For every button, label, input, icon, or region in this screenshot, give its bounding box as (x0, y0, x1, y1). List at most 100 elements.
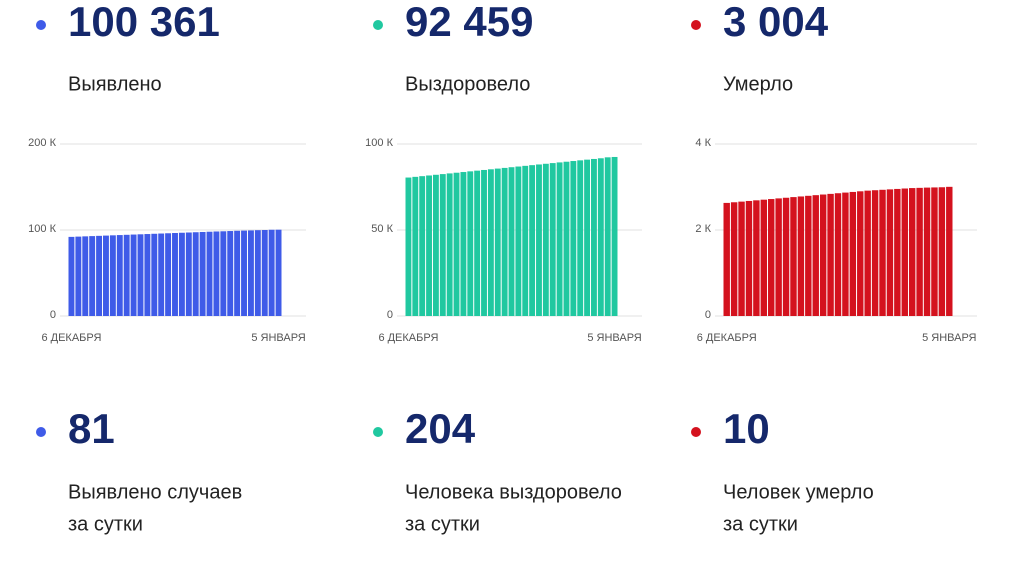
y-tick-label: 200 К (28, 137, 56, 149)
bar (481, 169, 487, 316)
daily-label: Человека выздоровело (405, 481, 622, 503)
x-tick-label: 5 ЯНВАРЯ (587, 332, 641, 344)
x-tick-label: 6 ДЕКАБРЯ (378, 332, 438, 344)
bar (185, 232, 192, 316)
status-dot (691, 427, 701, 437)
bar (130, 234, 137, 316)
bar (453, 172, 460, 316)
bar (158, 233, 165, 316)
status-dot (36, 427, 46, 437)
x-tick-label: 5 ЯНВАРЯ (922, 332, 976, 344)
bar (227, 231, 234, 316)
bar (199, 231, 206, 316)
bar (144, 234, 151, 316)
bar (819, 194, 827, 316)
bar (68, 236, 75, 316)
bar (192, 232, 199, 316)
bar (268, 229, 275, 316)
total-label: Выздоровело (405, 73, 530, 95)
x-tick-label: 5 ЯНВАРЯ (251, 332, 305, 344)
daily-label: Человек умерло (723, 481, 874, 503)
bar (536, 164, 542, 316)
bar (137, 234, 144, 316)
bar (782, 197, 790, 316)
bar (563, 161, 570, 316)
bar (894, 188, 901, 316)
bar (82, 236, 89, 316)
bar (234, 230, 241, 316)
bar (439, 174, 446, 316)
y-tick-label: 100 К (365, 137, 393, 149)
bar (487, 169, 494, 316)
daily-label: за сутки (723, 513, 798, 535)
bar (542, 163, 549, 316)
bar (109, 235, 116, 316)
daily-value: 204 (405, 405, 476, 452)
bar (151, 233, 158, 316)
bar (864, 190, 871, 316)
bar (790, 197, 797, 316)
total-value: 100 361 (68, 0, 220, 45)
y-tick-label: 50 К (371, 223, 393, 235)
bar (123, 234, 130, 316)
bar (103, 235, 109, 316)
daily-value: 10 (723, 405, 770, 452)
bar (827, 193, 834, 316)
bar (768, 199, 775, 316)
bar (501, 167, 508, 316)
bar (849, 191, 857, 316)
bar (745, 200, 753, 316)
bar (775, 198, 782, 316)
bar (570, 161, 577, 316)
bar (604, 157, 611, 316)
bar (405, 177, 412, 316)
bar (834, 193, 842, 316)
bar (474, 170, 481, 316)
bar (494, 168, 501, 316)
bar (247, 230, 254, 316)
bar (432, 174, 439, 316)
bar (901, 188, 908, 316)
status-dot (691, 20, 701, 30)
daily-label: за сутки (68, 513, 143, 535)
x-tick-label: 6 ДЕКАБРЯ (41, 332, 101, 344)
status-dot (36, 20, 46, 30)
bar (753, 200, 760, 316)
total-value: 3 004 (723, 0, 829, 45)
bar (261, 230, 268, 316)
bar (96, 235, 103, 316)
bar (172, 233, 178, 316)
bar (923, 187, 931, 316)
bar (515, 166, 522, 316)
bar (730, 202, 738, 316)
x-tick-label: 6 ДЕКАБРЯ (697, 332, 757, 344)
bar (206, 231, 213, 316)
bar (556, 162, 563, 316)
bar (116, 235, 123, 316)
bar (508, 167, 515, 316)
bar (931, 187, 938, 316)
bar (75, 236, 82, 316)
bar (460, 172, 467, 316)
bar (597, 158, 604, 316)
daily-label: за сутки (405, 513, 480, 535)
y-tick-label: 0 (50, 309, 56, 321)
bar (591, 158, 597, 316)
total-value: 92 459 (405, 0, 533, 45)
bar (738, 201, 745, 316)
y-tick-label: 0 (387, 309, 393, 321)
bar (220, 231, 227, 316)
bar (946, 186, 953, 316)
bar (886, 189, 894, 316)
bar (879, 189, 886, 316)
bar (522, 165, 529, 316)
bar (611, 156, 618, 316)
status-dot (373, 427, 383, 437)
bar (842, 192, 849, 316)
bar (916, 187, 923, 316)
bar (254, 230, 261, 316)
bar (529, 165, 536, 316)
bar (584, 159, 591, 316)
total-label: Выявлено (68, 73, 162, 95)
y-tick-label: 0 (705, 309, 711, 321)
